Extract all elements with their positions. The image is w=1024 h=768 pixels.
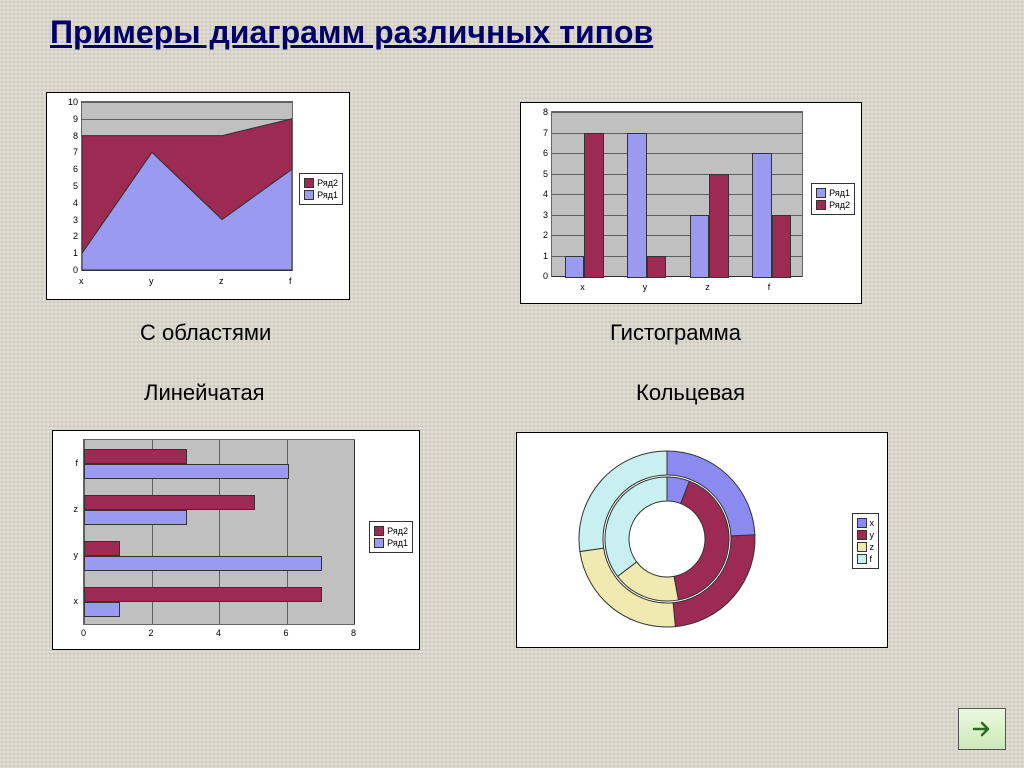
- area-legend: Ряд2 Ряд1: [299, 173, 343, 205]
- area-chart-panel: 012345678910xyzf Ряд2 Ряд1: [46, 92, 350, 300]
- hbar-chart-panel: 02468xyzf Ряд2 Ряд1: [52, 430, 420, 650]
- hist-plot: 012345678xyzf: [551, 111, 803, 277]
- legend-label: Ряд1: [387, 537, 408, 549]
- legend-label: y: [870, 529, 875, 541]
- caption-hbar: Линейчатая: [144, 380, 265, 406]
- next-slide-button[interactable]: [958, 708, 1006, 750]
- hist-chart-panel: 012345678xyzf Ряд1 Ряд2: [520, 102, 862, 304]
- legend-label: z: [870, 541, 875, 553]
- area-plot: 012345678910xyzf: [81, 101, 293, 271]
- legend-label: Ряд2: [317, 177, 338, 189]
- caption-area: С областями: [140, 320, 271, 346]
- hbar-plot: 02468xyzf: [83, 439, 355, 625]
- legend-label: x: [870, 517, 875, 529]
- hist-legend: Ряд1 Ряд2: [811, 183, 855, 215]
- ring-plot: [527, 439, 807, 639]
- legend-label: Ряд2: [387, 525, 408, 537]
- legend-label: Ряд1: [317, 189, 338, 201]
- ring-chart-panel: x y z f: [516, 432, 888, 648]
- ring-legend: x y z f: [852, 513, 880, 569]
- arrow-right-icon: [970, 717, 994, 741]
- legend-label: f: [870, 553, 873, 565]
- legend-label: Ряд2: [829, 199, 850, 211]
- caption-hist: Гистограмма: [610, 320, 741, 346]
- page-title: Примеры диаграмм различных типов: [50, 14, 653, 51]
- hbar-legend: Ряд2 Ряд1: [369, 521, 413, 553]
- caption-ring: Кольцевая: [636, 380, 745, 406]
- legend-label: Ряд1: [829, 187, 850, 199]
